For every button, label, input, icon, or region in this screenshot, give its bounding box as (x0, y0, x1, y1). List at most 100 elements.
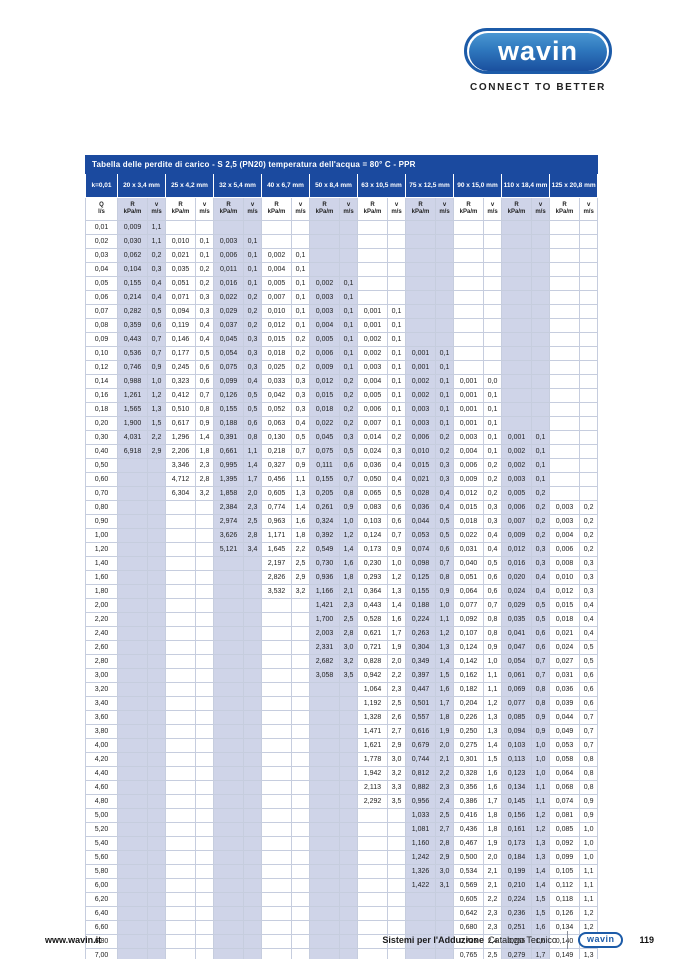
v-cell (531, 332, 550, 347)
r-cell: 0,018 (453, 514, 484, 529)
v-cell (291, 752, 310, 767)
r-cell: 0,005 (357, 388, 388, 403)
r-cell: 0,155 (309, 472, 340, 487)
r-cell: 0,142 (453, 654, 484, 669)
r-cell: 0,047 (501, 640, 532, 655)
r-cell: 0,261 (309, 500, 340, 515)
v-cell (147, 682, 166, 697)
table-row: 4,20 1,778 3,0 0,744 2,1 0,301 1,5 0,113 1,0 0,05… (85, 752, 599, 767)
r-cell (357, 892, 388, 907)
r-cell (213, 878, 244, 893)
v-cell (531, 220, 550, 235)
r-cell: 0,557 (405, 710, 436, 725)
q-cell: 3,00 (85, 668, 118, 683)
v-cell: 0,1 (339, 332, 358, 347)
r-cell (549, 248, 580, 263)
table-row: 0,09 0,443 0,7 0,146 0,4 0,045 0,3 0,015 0,2 0,00… (85, 332, 599, 347)
r-cell (213, 822, 244, 837)
v-cell: 0,1 (483, 430, 502, 445)
r-cell (213, 598, 244, 613)
r-cell: 0,018 (261, 346, 292, 361)
r-cell (117, 766, 148, 781)
v-cell: 0,4 (387, 458, 406, 473)
r-cell (165, 220, 196, 235)
v-cell: 0,8 (483, 626, 502, 641)
r-cell (405, 262, 436, 277)
r-cell: 0,015 (261, 332, 292, 347)
v-cell: 1,0 (339, 514, 358, 529)
v-cell: 3,4 (243, 542, 262, 557)
r-cell: 0,988 (117, 374, 148, 389)
v-cell: 1,1 (578, 892, 599, 907)
r-cell (165, 626, 196, 641)
r-cell: 0,226 (453, 710, 484, 725)
v-cell (339, 906, 358, 921)
v-cell (531, 346, 550, 361)
v-cell: 0,5 (387, 486, 406, 501)
r-cell (549, 304, 580, 319)
r-cell: 0,009 (453, 472, 484, 487)
r-cell: 1,166 (309, 584, 340, 599)
r-cell: 1,033 (405, 808, 436, 823)
r-cell: 0,386 (453, 794, 484, 809)
r-cell: 0,069 (501, 682, 532, 697)
v-cell: 1,3 (291, 486, 310, 501)
v-cell (291, 738, 310, 753)
v-cell: 0,6 (531, 626, 550, 641)
r-cell (309, 794, 340, 809)
v-cell (147, 920, 166, 935)
v-cell: 0,5 (531, 598, 550, 613)
v-cell: 2,4 (435, 794, 454, 809)
r-cell (117, 710, 148, 725)
r-cell (117, 808, 148, 823)
q-cell: 5,00 (85, 808, 118, 823)
v-cell (147, 458, 166, 473)
q-cell: 1,20 (85, 542, 118, 557)
v-cell: 0,7 (147, 346, 166, 361)
v-cell: 0,2 (339, 416, 358, 431)
v-cell: 0,1 (483, 388, 502, 403)
r-cell (117, 738, 148, 753)
r-cell: 1,621 (357, 738, 388, 753)
r-cell (117, 892, 148, 907)
v-cell (147, 822, 166, 837)
r-cell: 0,003 (357, 360, 388, 375)
v-cell: 0,6 (195, 374, 214, 389)
r-cell (453, 290, 484, 305)
v-cell (483, 262, 502, 277)
r-cell: 0,021 (405, 472, 436, 487)
r-cell (165, 542, 196, 557)
v-cell (243, 724, 262, 739)
r-cell (549, 388, 580, 403)
v-cell: 0,1 (387, 388, 406, 403)
v-cell: 0,7 (147, 332, 166, 347)
r-cell: 1,421 (309, 598, 340, 613)
v-cell: 3,0 (435, 864, 454, 879)
v-cell: 0,4 (147, 276, 166, 291)
r-cell: 0,328 (453, 766, 484, 781)
v-cell: 3,0 (387, 752, 406, 767)
r-cell: 0,569 (453, 878, 484, 893)
v-cell: 0,3 (531, 542, 550, 557)
r-cell (261, 640, 292, 655)
r-cell: 0,005 (261, 276, 292, 291)
r-cell (165, 528, 196, 543)
r-cell: 0,085 (549, 822, 580, 837)
table-row: 1,20 5,121 3,4 1,645 2,2 0,549 1,4 0,173 0,9 0,07… (85, 542, 599, 557)
pipe-size-header: 20 x 3,4 mm (117, 173, 166, 198)
r-cell (165, 864, 196, 879)
v-cell (483, 346, 502, 361)
r-cell: 6,304 (165, 486, 196, 501)
v-cell: 0,5 (578, 654, 599, 669)
v-cell: 2,3 (339, 598, 358, 613)
r-cell (549, 234, 580, 249)
v-cell (578, 388, 599, 403)
r-cell (309, 808, 340, 823)
v-cell: 0,1 (435, 388, 454, 403)
v-cell: 0,1 (195, 248, 214, 263)
v-cell: 2,9 (387, 738, 406, 753)
v-cell (243, 766, 262, 781)
v-cell: 1,9 (435, 724, 454, 739)
pipe-size-header: 90 x 15,0 mm (453, 173, 502, 198)
